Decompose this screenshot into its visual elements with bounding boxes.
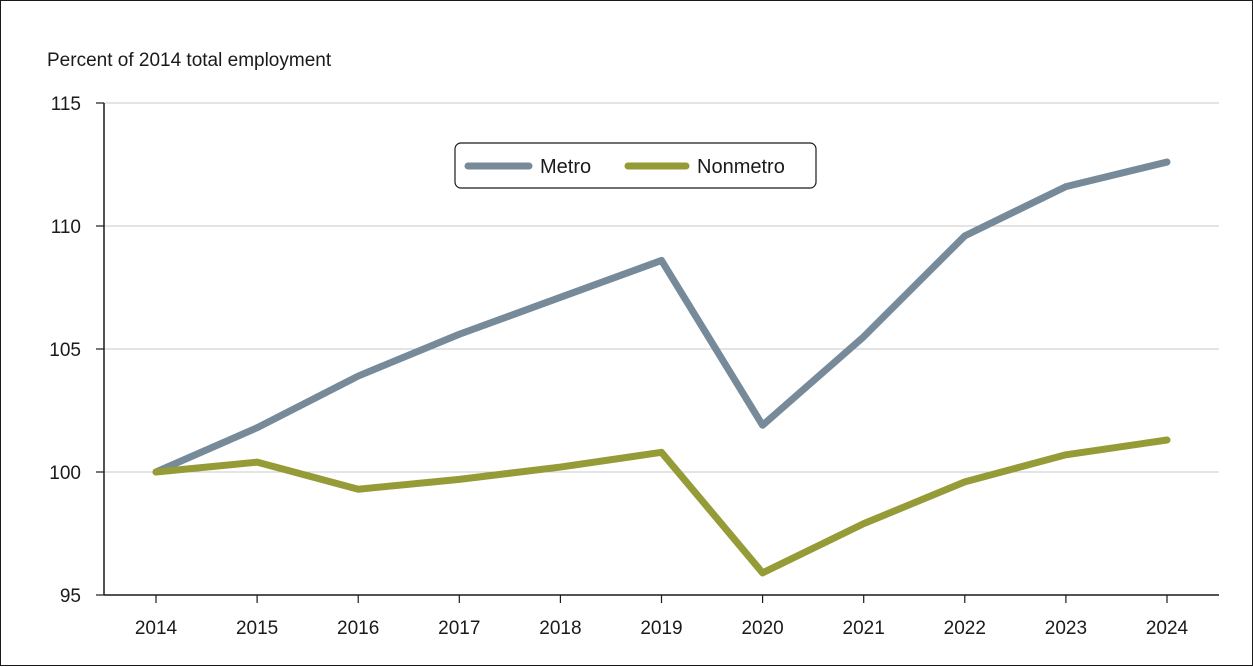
- x-tick-label: 2016: [337, 618, 379, 639]
- data-point-metro: [357, 375, 359, 377]
- data-point-nonmetro: [155, 471, 157, 473]
- data-point-nonmetro: [256, 461, 258, 463]
- data-point-metro: [1065, 186, 1067, 188]
- data-point-metro: [863, 336, 865, 338]
- data-point-nonmetro: [661, 451, 662, 453]
- data-point-nonmetro: [762, 572, 764, 574]
- data-point-metro: [661, 259, 662, 261]
- data-point-metro: [458, 333, 460, 335]
- x-tick-label: 2023: [1045, 618, 1087, 639]
- data-point-metro: [964, 235, 966, 237]
- y-tick-label: 110: [51, 217, 81, 238]
- data-point-nonmetro: [1065, 454, 1067, 456]
- x-tick-label: 2018: [539, 618, 581, 639]
- x-tick-label: 2024: [1146, 618, 1189, 639]
- legend: Metro Nonmetro: [454, 142, 817, 189]
- x-tick-label: 2021: [843, 618, 885, 639]
- legend-label-metro: Metro: [540, 156, 591, 178]
- x-tick-label: 2019: [640, 618, 682, 639]
- grid-lines: [104, 102, 1219, 473]
- x-tick-label: 2020: [741, 618, 783, 639]
- data-point-metro: [256, 427, 258, 429]
- x-tick-label: 2015: [236, 618, 278, 639]
- data-point-metro: [559, 296, 561, 298]
- x-tick-labels: 2014 2015 2016 2017 2018 2019 2020 2021 2022 2023…: [135, 595, 1189, 639]
- y-tick-labels: 95 100 105 110 115: [49, 94, 104, 607]
- series-line-nonmetro: [152, 436, 1171, 577]
- y-tick-label: 95: [60, 586, 81, 607]
- x-tick-label: 2014: [135, 618, 178, 639]
- data-point-nonmetro: [1166, 439, 1168, 441]
- y-tick-label: 105: [49, 340, 81, 361]
- y-tick-label: 115: [51, 94, 81, 115]
- data-point-metro: [1166, 161, 1168, 163]
- data-point-nonmetro: [559, 466, 561, 468]
- x-tick-label: 2022: [944, 618, 986, 639]
- series-line-metro: [152, 158, 1171, 476]
- data-point-nonmetro: [964, 481, 966, 483]
- x-tick-label: 2017: [438, 618, 480, 639]
- data-point-nonmetro: [863, 523, 865, 525]
- legend-label-nonmetro: Nonmetro: [697, 156, 785, 178]
- y-tick-label: 100: [49, 463, 81, 484]
- series-lines: [152, 158, 1171, 577]
- data-point-nonmetro: [458, 478, 460, 480]
- y-axis-label: Percent of 2014 total employment: [47, 50, 332, 71]
- data-point-metro: [762, 424, 764, 426]
- data-point-nonmetro: [357, 488, 359, 490]
